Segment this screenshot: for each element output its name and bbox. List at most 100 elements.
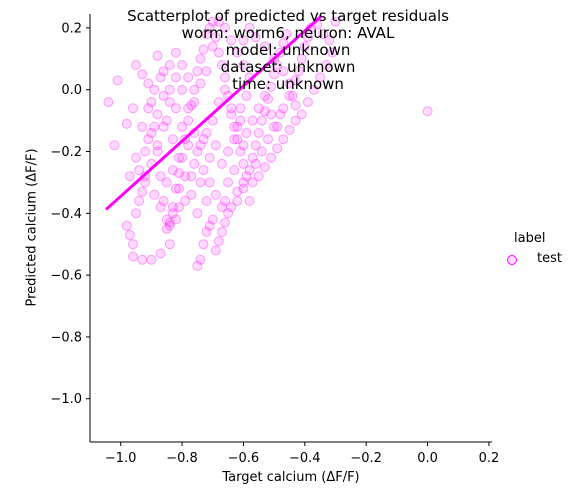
data-point	[235, 103, 246, 114]
data-point	[263, 134, 273, 145]
data-point	[195, 177, 206, 188]
data-point	[149, 84, 160, 95]
title-line: Scatterplot of predicted vs target resid…	[127, 7, 449, 25]
data-point	[220, 217, 230, 228]
data-point	[259, 90, 270, 101]
data-point	[137, 254, 148, 265]
data-point	[189, 97, 200, 108]
x-ticks: −1.0 −0.8 −0.6 −0.4 −0.2 0.0 0.2	[105, 442, 499, 466]
data-point	[164, 84, 175, 95]
data-point	[309, 84, 319, 95]
data-point	[324, 35, 335, 46]
data-point	[220, 72, 230, 83]
data-point	[269, 69, 280, 80]
data-point	[256, 115, 267, 126]
data-point	[207, 41, 218, 52]
data-point	[174, 168, 184, 179]
data-point	[121, 220, 132, 231]
data-point	[164, 217, 175, 228]
data-point	[296, 109, 307, 120]
data-point	[210, 245, 221, 256]
data-point	[186, 189, 197, 200]
data-point	[315, 72, 326, 83]
data-point	[290, 115, 301, 126]
data-point	[164, 60, 175, 70]
data-point	[201, 196, 212, 206]
data-point	[143, 78, 154, 89]
data-point	[232, 186, 243, 197]
data-point	[210, 189, 221, 200]
data-point	[226, 35, 237, 46]
data-point	[210, 32, 221, 43]
data-point	[161, 177, 172, 188]
data-point	[170, 183, 181, 194]
data-point	[180, 196, 191, 206]
data-point	[195, 78, 206, 89]
data-point	[321, 60, 332, 70]
data-point	[278, 103, 289, 114]
y-tick-label: 0.0	[61, 83, 82, 98]
data-point	[272, 60, 283, 70]
data-point	[217, 158, 227, 169]
data-point	[164, 97, 175, 108]
data-point	[284, 124, 295, 135]
data-point	[174, 183, 184, 194]
data-point	[146, 97, 157, 108]
data-point	[247, 152, 258, 163]
data-point	[170, 72, 181, 83]
y-tick-label: −1.0	[50, 392, 82, 407]
data-point	[152, 146, 163, 157]
data-point	[128, 251, 138, 262]
data-point	[198, 165, 209, 176]
legend-entry-label: test	[537, 251, 562, 266]
data-point	[238, 177, 249, 188]
data-point	[238, 158, 249, 169]
data-point	[217, 202, 227, 213]
data-point	[226, 202, 237, 213]
data-point	[229, 134, 240, 145]
data-point	[266, 109, 277, 120]
data-point	[155, 72, 166, 83]
data-point	[207, 16, 218, 27]
x-tick-label: −1.0	[105, 451, 137, 466]
data-point	[253, 103, 264, 114]
x-tick-label: 0.2	[479, 451, 500, 466]
data-point	[195, 140, 206, 151]
data-point	[238, 60, 249, 70]
data-point	[192, 66, 203, 77]
data-point	[109, 140, 120, 151]
data-point	[204, 22, 215, 33]
data-point	[192, 146, 203, 157]
data-point	[189, 158, 200, 169]
data-point	[238, 35, 249, 46]
data-point	[140, 146, 151, 157]
data-point	[198, 44, 209, 55]
title-line: worm: worm6, neuron: AVAL	[181, 24, 395, 42]
y-axis-label: Predicted calcium (ΔF/F)	[24, 148, 40, 307]
data-point	[192, 260, 203, 271]
x-tick-label: −0.2	[350, 451, 382, 466]
data-point	[422, 106, 433, 117]
points-layer	[103, 16, 433, 271]
data-point	[183, 140, 194, 151]
data-point	[247, 177, 258, 188]
data-point	[177, 121, 188, 132]
data-point	[296, 53, 307, 64]
data-point	[183, 103, 194, 114]
title-line: model: unknown	[225, 41, 351, 59]
data-point	[152, 109, 163, 120]
data-point	[302, 32, 313, 43]
data-point	[217, 60, 227, 70]
data-point	[226, 103, 237, 114]
data-point	[174, 202, 184, 213]
data-point	[137, 121, 148, 132]
data-point	[177, 84, 188, 95]
data-point	[278, 38, 289, 49]
data-point	[223, 177, 234, 188]
data-point	[229, 121, 240, 132]
data-point	[201, 226, 212, 237]
data-point	[164, 239, 175, 250]
data-point	[256, 146, 267, 157]
data-point	[327, 47, 338, 58]
